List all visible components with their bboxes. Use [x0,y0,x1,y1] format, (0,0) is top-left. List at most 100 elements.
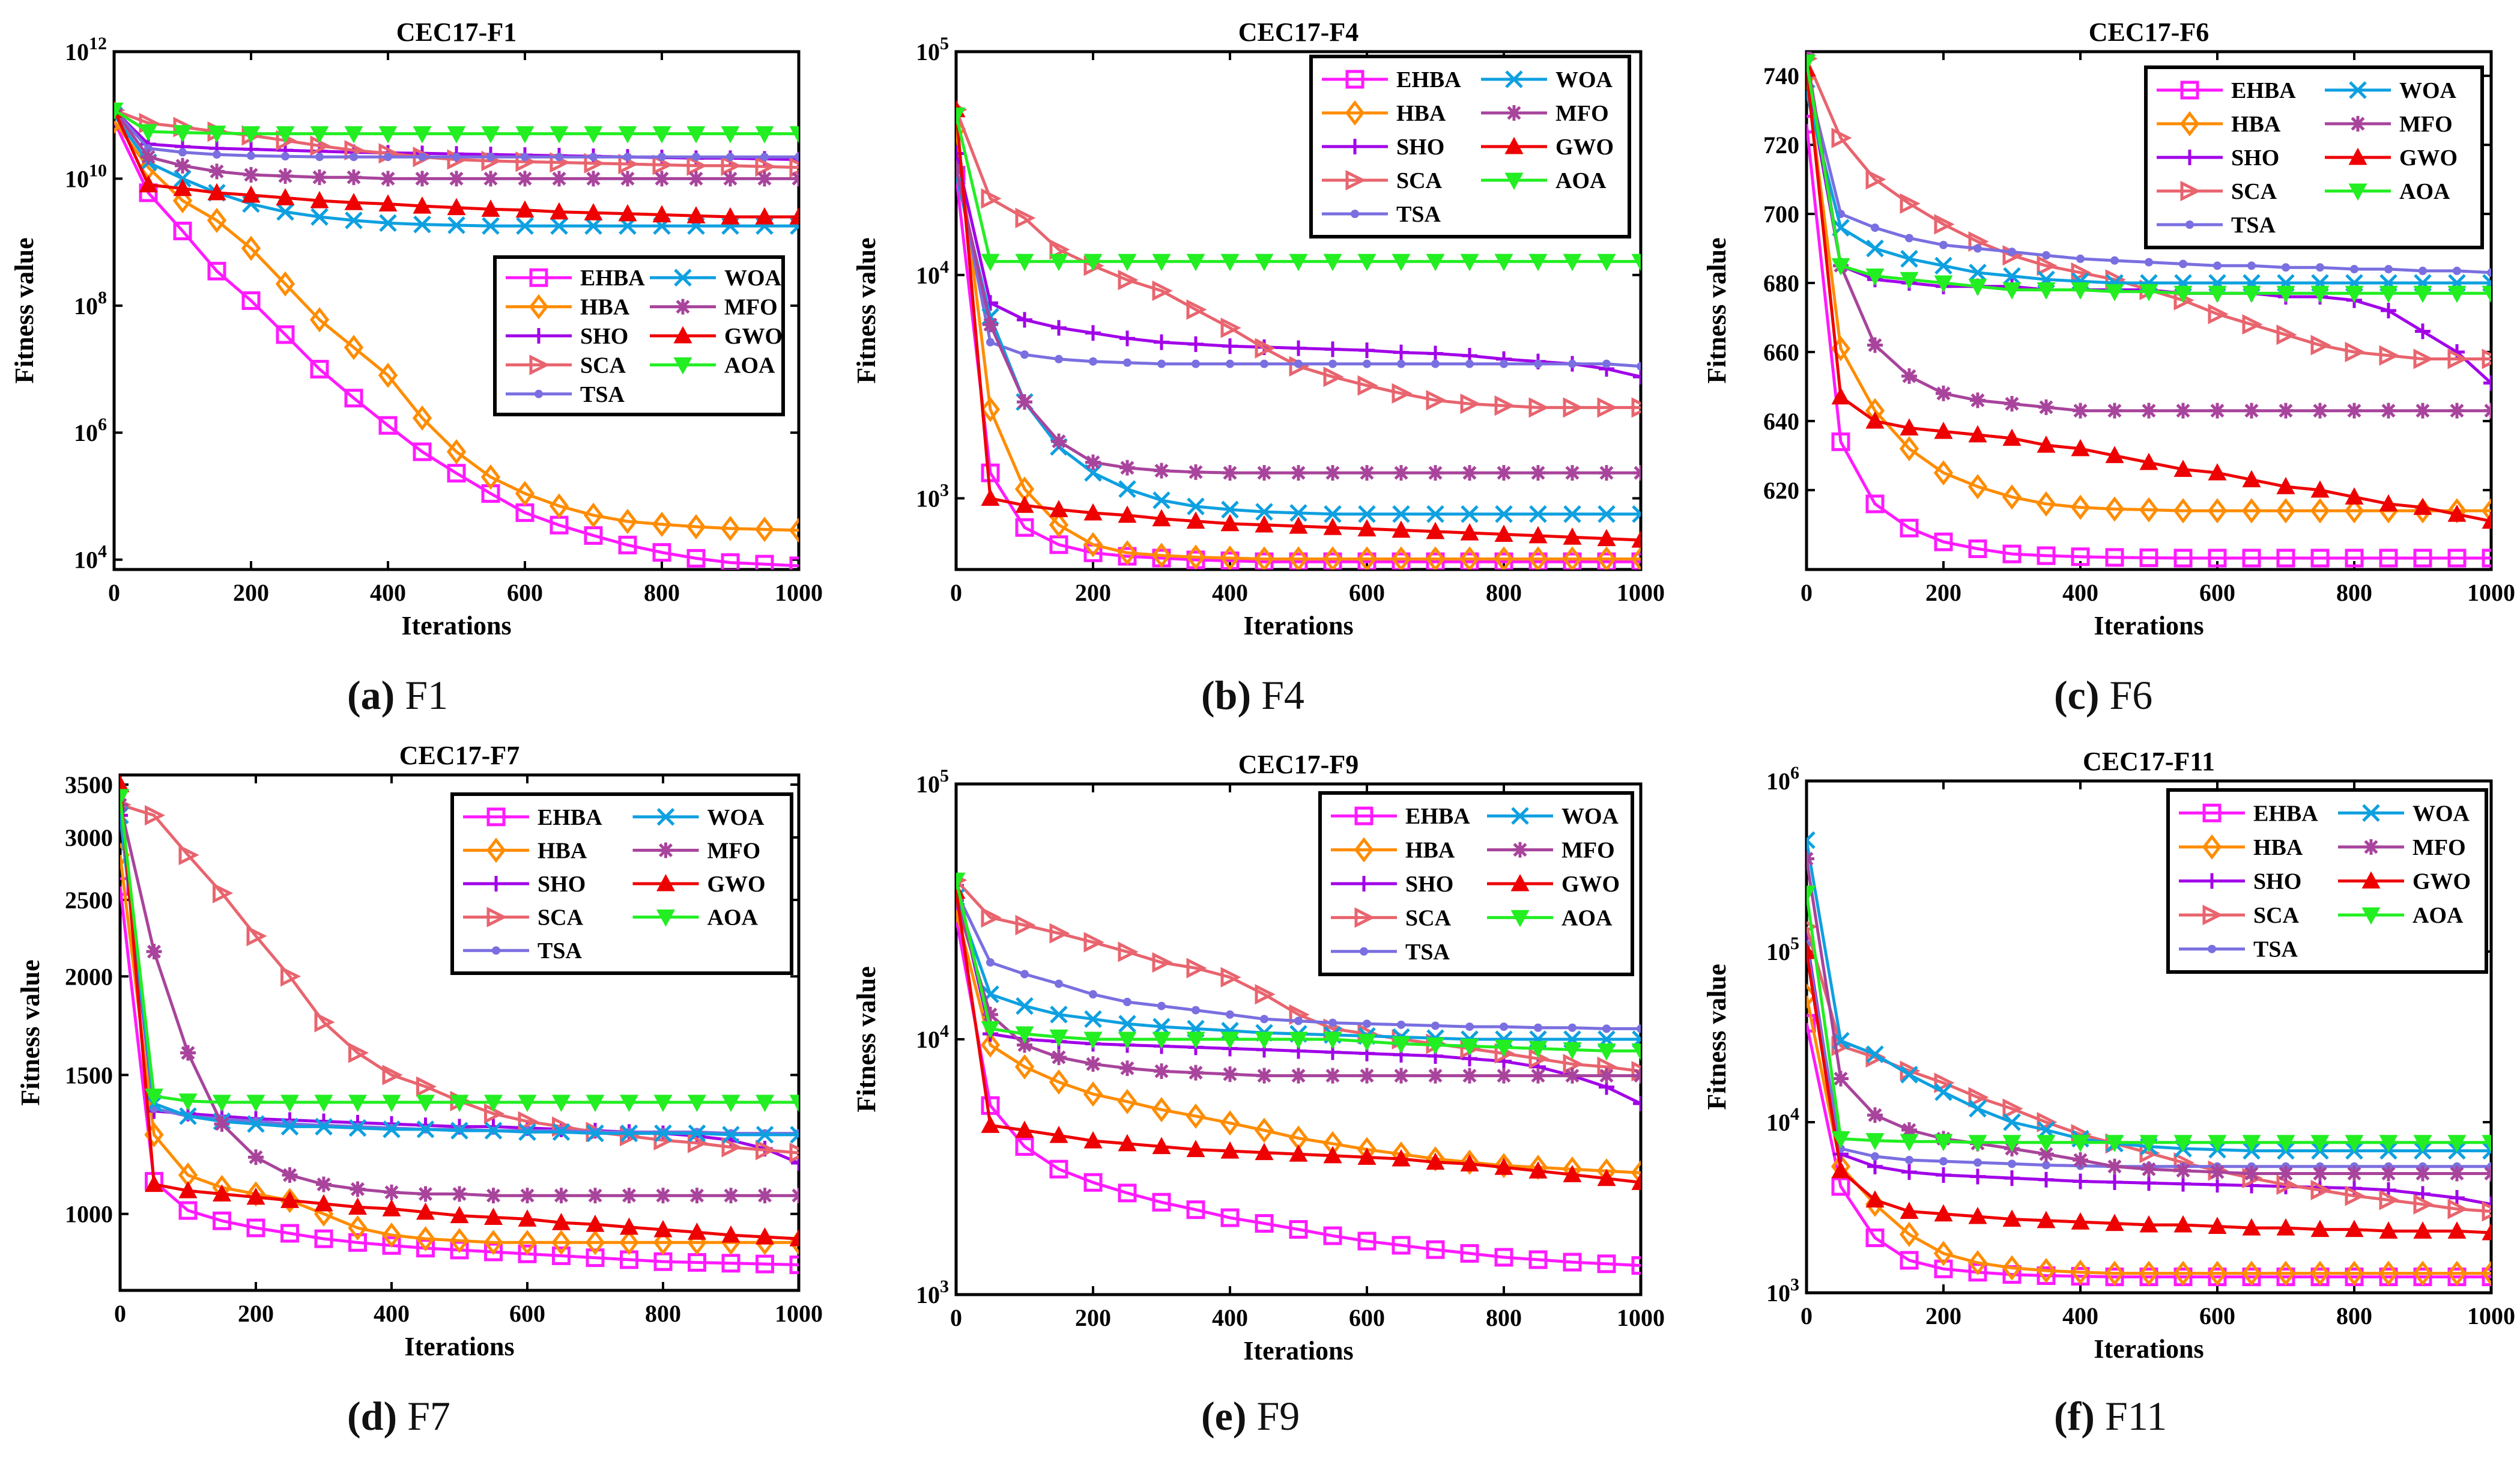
data-point-TSA [1157,359,1166,368]
legend-marker [492,946,500,955]
data-point-EHBA [1865,494,1885,514]
data-point-HBA [2070,1259,2091,1285]
legend-label: AOA [2412,903,2464,928]
data-point-MFO [2312,402,2328,419]
data-point-MFO [1051,1049,1067,1065]
data-point-HBA [2241,1260,2262,1286]
data-point-EHBA [344,389,363,408]
data-point-WOA [756,1126,774,1144]
data-point-SCA [1186,958,1207,979]
data-point-GWO [586,1214,605,1232]
data-point-GWO [2002,1209,2022,1227]
y-tick-label: 1000 [65,1201,113,1228]
data-point-AOA [584,126,603,144]
x-tick-label: 800 [2336,579,2372,606]
data-point-SHO [1428,345,1443,362]
data-point-AOA [314,1095,333,1113]
data-point-MFO [791,171,799,187]
legend-marker [2363,839,2379,855]
data-point-EHBA [1900,518,1919,538]
data-point-HBA [2139,497,2159,523]
data-point-HBA [1933,1241,1954,1266]
y-tick-label: 620 [1763,477,1799,504]
data-point-SCA [2447,1198,2468,1220]
data-point-TSA [2419,266,2427,275]
data-point-GWO [413,196,432,214]
data-point-MFO [983,1006,998,1022]
data-point-GWO [144,1174,164,1192]
data-point-EHBA [241,291,261,310]
data-point-SHO [1936,1167,1951,1183]
data-point-HBA [1631,546,1641,570]
legend-label: GWO [707,872,766,897]
legend-label: GWO [2412,869,2471,895]
legend-marker [2202,803,2222,822]
data-point-SCA [314,1012,335,1033]
data-point-EHBA [2105,548,2124,567]
data-point-TSA [1465,359,1474,368]
data-point-MFO [1154,463,1169,479]
y-axis-label: Fitness value [10,237,39,383]
data-point-GWO [2310,480,2330,498]
data-point-TSA [1020,350,1029,359]
data-point-SCA [145,805,166,826]
legend-label: GWO [724,324,783,349]
data-point-HBA [207,207,227,233]
legend-item-WOA: WOA [2338,801,2470,826]
x-tick-label: 800 [1486,1304,1522,1331]
data-point-AOA [981,254,1000,272]
data-point-HBA [241,235,261,261]
data-point-MFO [1325,465,1340,481]
data-point-HBA [446,439,467,465]
data-point-AOA [139,124,158,142]
data-point-SHO [2415,323,2431,339]
data-point-MFO [384,1184,399,1200]
data-point-MFO [1393,1068,1409,1084]
legend-item-SHO: SHO [463,872,586,897]
legend-label: WOA [1555,67,1613,93]
legend-label: HBA [2231,112,2281,137]
data-point-SCA [688,1132,709,1153]
x-tick-label: 800 [644,579,680,606]
tick-base: 10 [1766,1280,1790,1307]
data-point-GWO [2345,487,2364,505]
data-point-HBA [1083,1081,1103,1107]
data-point-TSA [1157,1001,1166,1010]
data-point-MFO [1188,464,1204,480]
data-point-AOA [1083,254,1103,272]
data-point-SCA [1494,395,1515,416]
data-point-MFO [2073,402,2088,419]
data-point-EHBA [1807,1013,1816,1033]
data-point-WOA [1324,505,1342,523]
tick-base: 10 [1766,1109,1790,1136]
data-point-SCA [2310,1179,2331,1201]
data-point-SHO [1901,1164,1917,1180]
data-point-GWO [1049,1125,1068,1143]
data-point-GWO [276,188,295,205]
legend-item-EHBA: EHBA [1322,67,1461,93]
data-point-GWO [207,183,226,201]
data-point-SCA [1015,207,1036,228]
data-point-HBA [1459,1149,1480,1175]
data-point-GWO [348,1197,368,1215]
data-point-SHO [1222,338,1238,354]
y-tick-label: 103 [916,1277,949,1308]
data-point-EHBA [2208,548,2227,568]
data-point-SCA [721,1137,742,1158]
data-point-HBA [2173,498,2193,524]
data-point-AOA [652,126,671,144]
legend-marker [2350,116,2366,132]
legend-marker [2348,147,2367,165]
data-point-AOA [1460,1038,1479,1056]
data-point-MFO [346,169,362,186]
y-tick-label: 700 [1763,201,1799,228]
x-tick-label: 0 [950,1304,962,1331]
chart-title: CEC17-F7 [399,741,519,770]
data-point-SHO [1393,344,1409,360]
data-point-GWO [1865,411,1885,429]
data-point-HBA [515,481,535,506]
data-point-WOA [179,1107,197,1125]
data-point-GWO [2379,1221,2398,1239]
data-point-MFO [452,1186,467,1202]
data-point-EHBA [1494,1248,1513,1267]
